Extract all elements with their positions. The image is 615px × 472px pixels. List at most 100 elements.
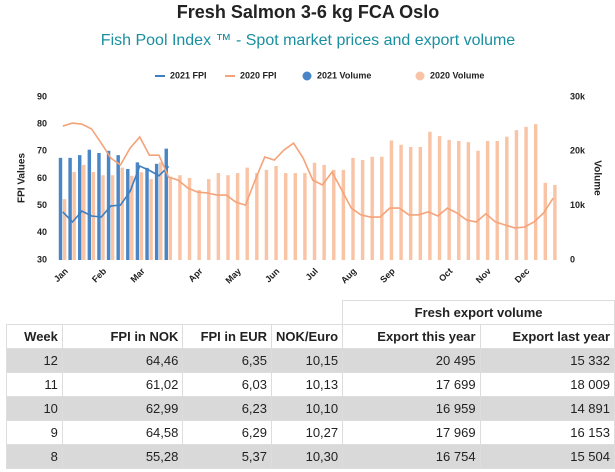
bar [312,162,317,260]
column-header: NOK/Euro [271,324,344,349]
bar [87,149,92,260]
table-row: 9 64,58 6,29 10,27 17 969 16 153 [6,420,615,445]
bar [78,155,82,260]
x-tick-label: Jul [304,266,320,282]
bar [116,155,120,260]
column-header: Export last year [479,324,615,349]
bar [130,175,134,260]
bar [437,136,442,260]
bar [466,142,471,260]
bar [135,162,140,260]
legend-label: 2020 FPI [240,70,277,80]
bar [514,130,519,260]
bar [226,175,230,260]
bar [303,173,307,260]
bar [264,169,269,260]
bar [399,144,403,260]
column-header: Export this year [342,324,481,349]
line [62,122,554,229]
bar [97,152,101,260]
y2-tick-label: 20k [570,146,586,156]
bar [457,141,461,260]
y-tick-label: 70 [37,146,47,156]
bar [543,182,548,260]
bar [207,179,211,260]
y2-tick-label: 30k [570,91,586,101]
x-tick-label: Mar [128,266,147,285]
line [62,164,170,224]
table-cell: 12 [6,348,63,373]
bar [255,173,259,260]
bar [145,167,149,260]
table-cell: 61,02 [61,372,184,397]
table-cell: 64,46 [61,348,184,373]
bar [178,175,182,260]
chart-subtitle: Fish Pool Index ™ - Spot market prices a… [101,32,516,49]
table-cell: 15 332 [479,348,615,373]
bar [187,177,192,260]
x-tick-label: Jun [263,266,281,284]
table-cell: 18 009 [479,372,615,397]
x-tick-label: May [224,266,243,285]
bar [389,140,394,260]
table-cell: 5,37 [182,444,273,469]
x-tick-label: Sep [378,266,397,285]
y2-tick-label: 0 [570,254,575,264]
bar [154,163,159,260]
column-header: Week [6,324,63,349]
table-cell: 55,28 [61,444,184,469]
group-header: Fresh export volume [342,300,615,325]
bar [68,157,72,260]
y-tick-label: 90 [37,91,47,101]
bar [274,166,278,260]
table-row: 10 62,99 6,23 10,10 16 959 14 891 [6,396,615,421]
table-cell: 10,10 [271,396,344,421]
bar [408,146,413,260]
table-cell: 15 504 [479,444,615,469]
y2-tick-label: 10k [570,200,586,210]
table-cell: 6,23 [182,396,273,421]
column-header: FPI in NOK [61,324,184,349]
table-cell: 10,27 [271,420,344,445]
bar [485,141,490,260]
y2-axis-title: Volume [591,160,602,196]
x-tick-label: Nov [474,266,493,285]
y-tick-label: 60 [37,173,47,183]
x-tick-label: Aug [339,266,358,285]
table-cell: 16 959 [342,396,481,421]
legend-label: 2021 FPI [170,70,207,80]
bar [126,168,130,260]
table-cell: 6,29 [182,420,273,445]
x-tick-label: Apr [186,266,204,284]
column-header: FPI in EUR [182,324,273,349]
bar [139,172,144,260]
table-cell: 20 495 [342,348,481,373]
bar [293,173,298,260]
bar [332,169,336,260]
bar [120,167,124,260]
bar [106,150,111,260]
table-cell: 17 699 [342,372,481,397]
table-cell: 64,58 [61,420,184,445]
table-row: 8 55,28 5,37 10,30 16 754 15 504 [6,444,615,469]
bar [360,160,365,260]
chart-title: Fresh Salmon 3-6 kg FCA Oslo [177,2,439,22]
table-cell: 6,03 [182,372,273,397]
table-cell: 17 969 [342,420,481,445]
bar [495,141,499,260]
bar [245,167,249,260]
bar [447,139,451,260]
bar [418,146,423,260]
bar [110,175,115,260]
y-tick-label: 40 [37,227,47,237]
bar [341,169,346,260]
bar [168,176,173,260]
table-cell: 10 [6,396,63,421]
y-tick-label: 50 [37,200,47,210]
bar [553,185,557,260]
bar [428,131,432,260]
bar [283,173,288,260]
bar [149,179,153,260]
table-cell: 16 754 [342,444,481,469]
